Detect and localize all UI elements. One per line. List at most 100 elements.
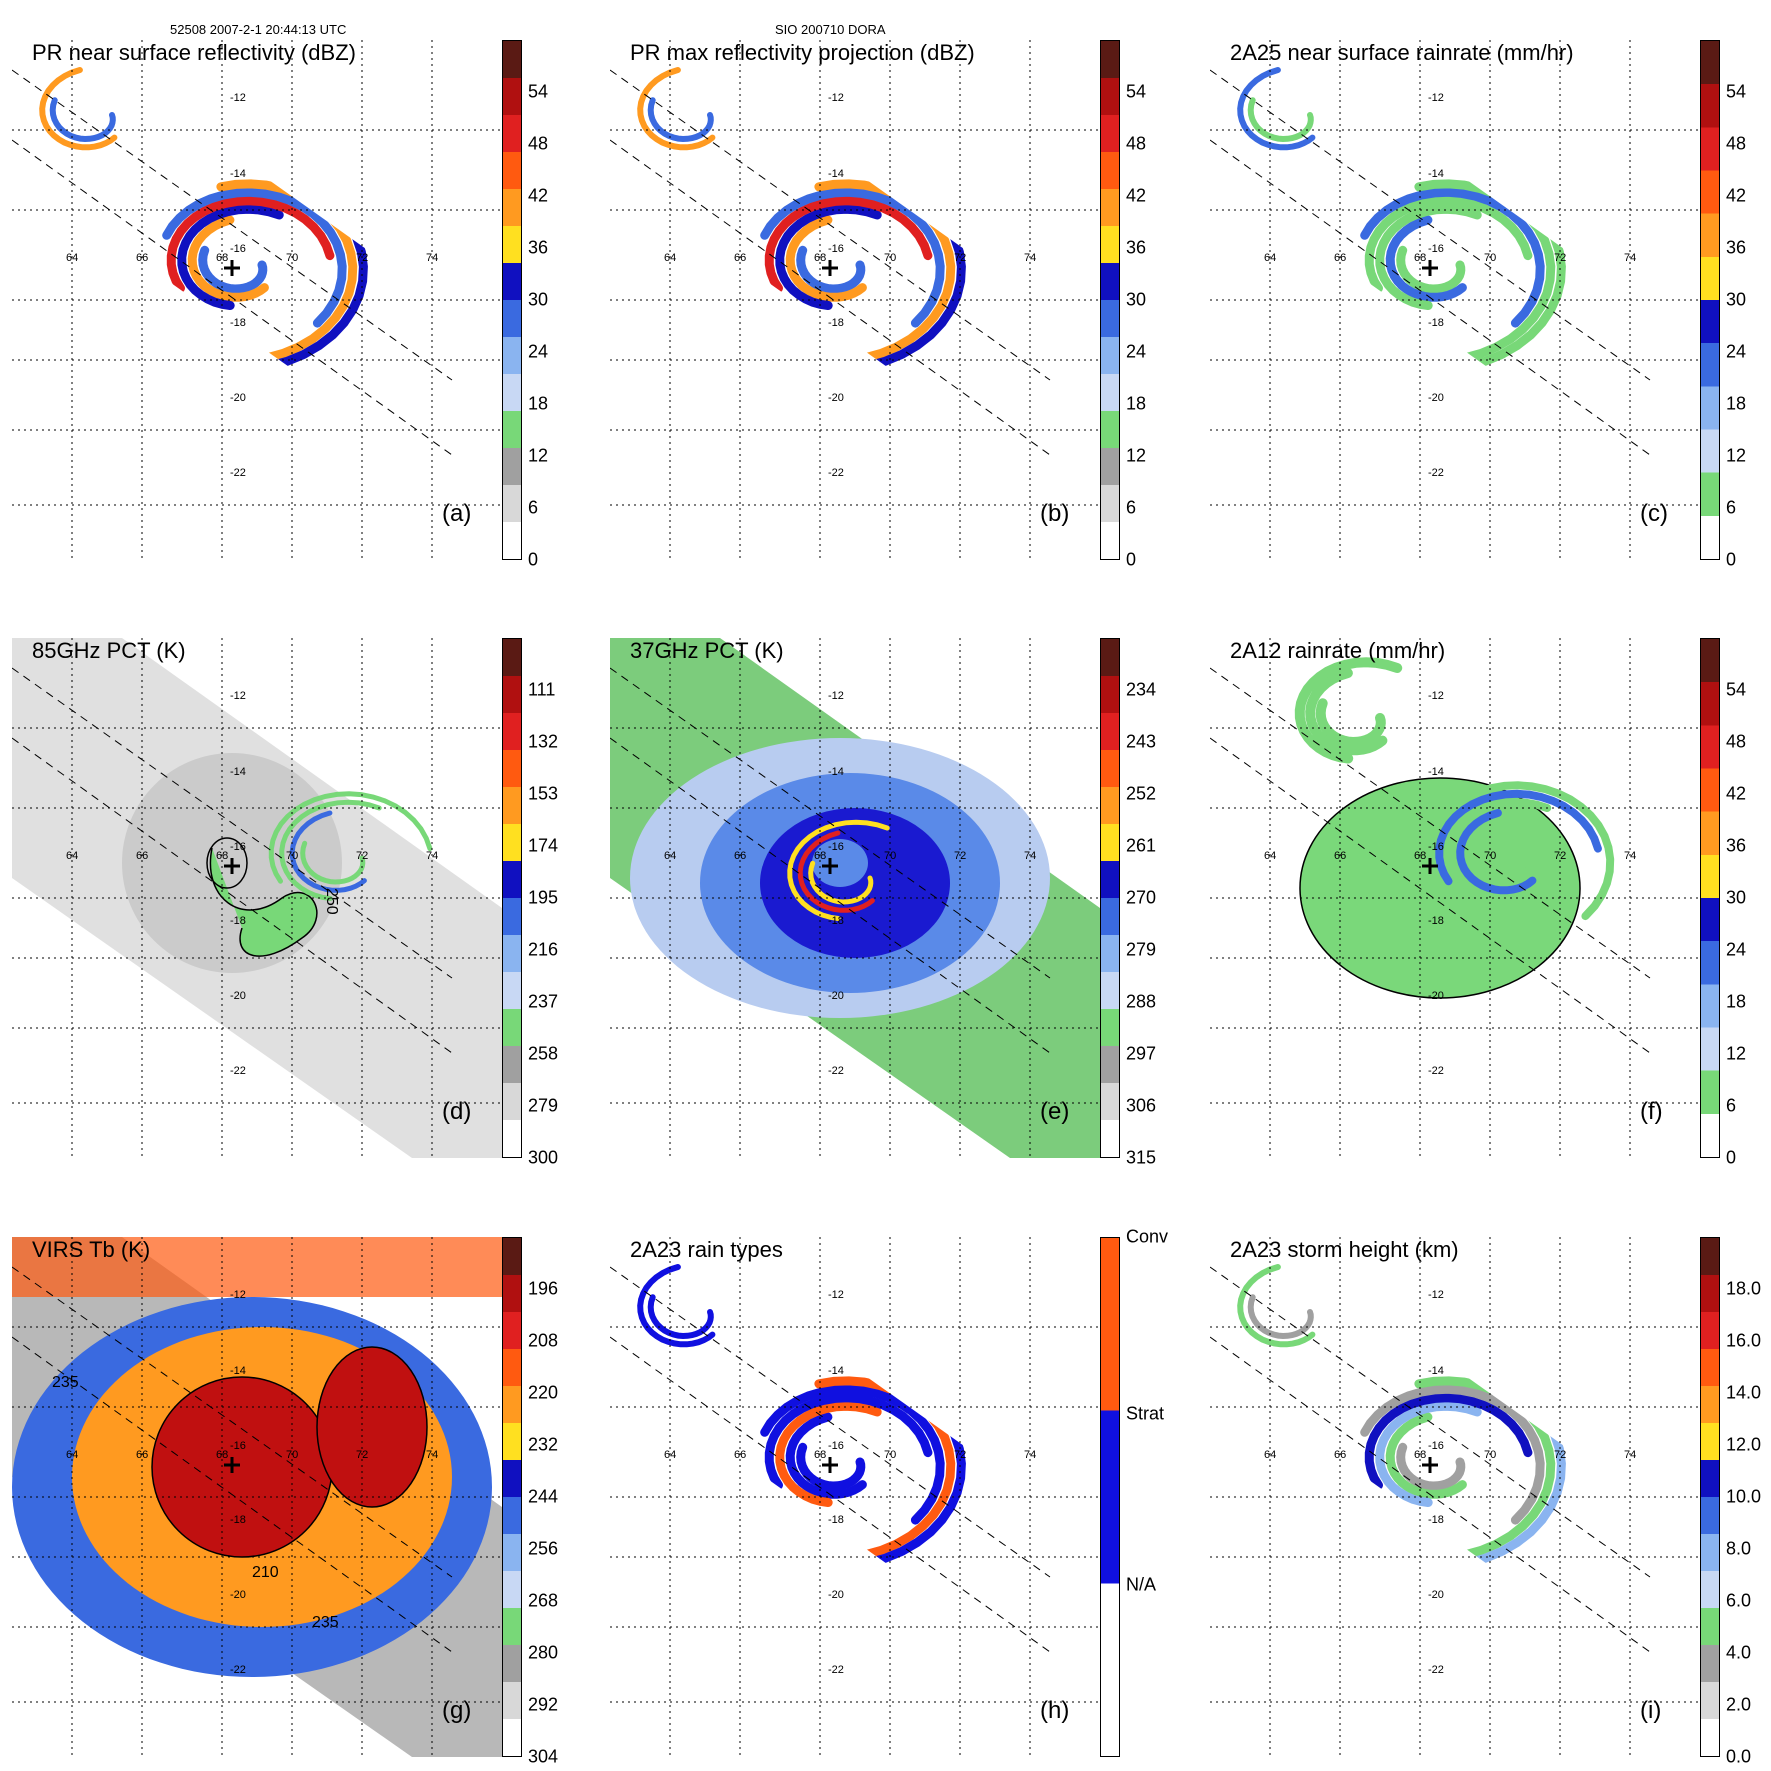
panel-letter: (g) xyxy=(442,1697,472,1724)
lat-label: -16 xyxy=(1428,243,1444,255)
colorbar-tick: 36 xyxy=(1726,835,1747,856)
colorbar-tick: 244 xyxy=(528,1486,559,1507)
colorbar-tick: 297 xyxy=(1126,1043,1157,1064)
lat-label: -22 xyxy=(230,467,246,479)
colorbar-tick: 24 xyxy=(1726,939,1747,960)
colorbar-tick: 0.0 xyxy=(1726,1746,1752,1767)
lon-label: 68 xyxy=(814,252,827,264)
panel-letter: (a) xyxy=(442,500,472,527)
lon-label: 64 xyxy=(1264,1449,1277,1461)
lon-label: 68 xyxy=(814,850,827,862)
lon-label: 68 xyxy=(216,850,229,862)
map-area xyxy=(1210,638,1700,1158)
contour-label: 250 xyxy=(323,888,340,915)
lon-label: 68 xyxy=(814,1449,827,1461)
colorbar-ticks: 18.0 16.0 14.0 12.0 10.0 8.0 6.0 4.0 2.0 0.0 xyxy=(1726,1237,1771,1767)
lon-label: 74 xyxy=(426,850,439,862)
lat-label: -16 xyxy=(828,243,844,255)
rain-band xyxy=(300,840,366,885)
colorbar-tick: 18 xyxy=(1726,393,1747,414)
colorbar xyxy=(502,1237,522,1757)
rain-band xyxy=(216,179,358,366)
lat-label: -18 xyxy=(230,1514,246,1526)
colorbar-tick: 216 xyxy=(528,939,559,960)
colorbar-tick: 16.0 xyxy=(1726,1330,1762,1351)
colorbar-tick: 54 xyxy=(528,81,549,102)
lat-label: -12 xyxy=(828,1289,844,1301)
lat-label: -12 xyxy=(1428,92,1444,104)
swath-edge xyxy=(610,139,1051,456)
map-area: 250 xyxy=(12,638,502,1158)
lat-label: -16 xyxy=(230,841,246,853)
swath-edge xyxy=(1210,667,1651,979)
colorbar-tick: 304 xyxy=(528,1746,559,1767)
colorbar-tick: 48 xyxy=(528,133,549,154)
colorbar-tick: 18 xyxy=(528,393,549,414)
lon-label: 74 xyxy=(1024,850,1037,862)
colorbar-tick: 6 xyxy=(1726,1095,1737,1116)
lat-label: -22 xyxy=(828,467,844,479)
colorbar-tick: 12 xyxy=(1126,445,1147,466)
map-plot xyxy=(1210,40,1700,560)
colorbar-tick: 256 xyxy=(528,1538,559,1559)
panel-letter: (c) xyxy=(1640,500,1668,527)
lon-label: 64 xyxy=(66,252,79,264)
lat-label: -16 xyxy=(230,1440,246,1452)
colorbar-tick: Strat xyxy=(1126,1403,1165,1424)
storm-center-marker xyxy=(1422,1457,1438,1473)
swath-edge xyxy=(1210,737,1651,1054)
panel-letter: (h) xyxy=(1040,1697,1070,1724)
contour-label: 210 xyxy=(252,1564,279,1581)
lat-label: -14 xyxy=(1428,1365,1444,1377)
swath-edge xyxy=(12,667,453,979)
colorbar-tick: 54 xyxy=(1726,679,1747,700)
map-area xyxy=(1210,40,1700,560)
colorbar-tick: 306 xyxy=(1126,1095,1157,1116)
rain-band xyxy=(198,245,268,294)
swath-edge xyxy=(12,139,453,456)
rain-band xyxy=(808,860,874,905)
lon-label: 68 xyxy=(1414,850,1427,862)
colorbar-tick: 48 xyxy=(1726,133,1747,154)
storm-center-marker xyxy=(224,858,240,874)
lat-label: -18 xyxy=(828,1514,844,1526)
panel-title: 2A23 storm height (km) xyxy=(1230,1237,1459,1262)
colorbar-tick: 6 xyxy=(1726,497,1737,518)
panel-title: 2A12 rainrate (mm/hr) xyxy=(1230,638,1446,663)
rain-band xyxy=(1396,1442,1466,1491)
colorbar-tick: 279 xyxy=(528,1095,559,1116)
colorbar-tick: 24 xyxy=(528,341,549,362)
storm-center-marker xyxy=(822,260,838,276)
panel-i: 64 66 68 70 72 74 -12 -14 -16 -18 -20 -22 2A23 storm… xyxy=(1210,1237,1761,1767)
swath-edge xyxy=(610,667,1051,979)
colorbar-ticks: 111 132 153 174 195 216 237 258 279 300 xyxy=(528,638,588,1168)
lat-label: -18 xyxy=(828,915,844,927)
colorbar-ticks: 54 48 42 36 30 24 18 12 6 0 xyxy=(528,40,588,570)
colorbar xyxy=(1100,1237,1120,1757)
colorbar-tick: 42 xyxy=(1726,185,1747,206)
swath-background xyxy=(1210,40,1650,440)
map-plot xyxy=(610,1237,1100,1757)
colorbar-ticks: 54 48 42 36 30 24 18 12 6 0 xyxy=(1726,638,1771,1168)
rain-band xyxy=(289,810,367,893)
rain-band xyxy=(1360,1384,1545,1525)
lat-label: -14 xyxy=(1428,766,1444,778)
lat-label: -22 xyxy=(1428,467,1444,479)
colorbar-tick: 42 xyxy=(1126,185,1147,206)
colorbar-tick: 2.0 xyxy=(1726,1694,1752,1715)
colorbar xyxy=(1700,1237,1720,1757)
lon-label: 64 xyxy=(66,850,79,862)
lon-label: 66 xyxy=(1334,1449,1347,1461)
colorbar-tick: 288 xyxy=(1126,991,1157,1012)
lon-label: 70 xyxy=(884,252,897,264)
colorbar-tick: 243 xyxy=(1126,731,1157,752)
lat-label: -16 xyxy=(828,841,844,853)
colorbar-tick: 24 xyxy=(1726,341,1747,362)
rain-band xyxy=(1445,798,1552,903)
map-plot xyxy=(1210,1237,1700,1757)
storm-center-marker xyxy=(224,1457,240,1473)
colorbar-tick: 220 xyxy=(528,1382,559,1403)
colorbar xyxy=(1700,638,1720,1158)
colorbar-tick: Conv xyxy=(1126,1226,1169,1247)
colorbar-tick: 0 xyxy=(528,549,539,570)
